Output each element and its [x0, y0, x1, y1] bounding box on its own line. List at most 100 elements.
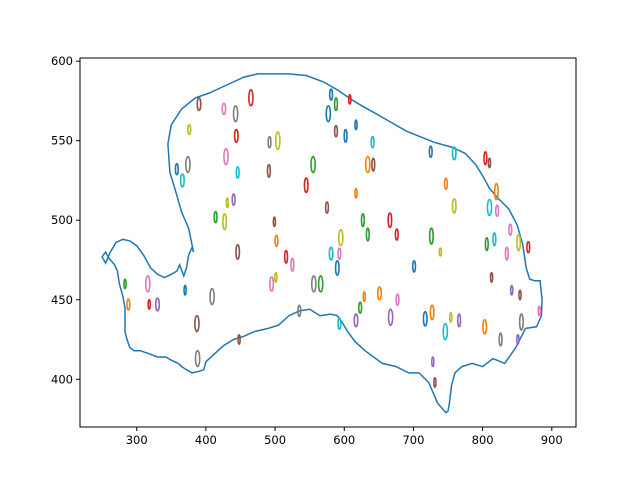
scatter-marker-61 [443, 177, 449, 191]
scatter-marker-49 [317, 275, 324, 293]
scatter-marker-52 [395, 293, 400, 307]
scatter-marker-74 [493, 182, 499, 201]
scatter-marker-41 [328, 246, 334, 261]
scatter-marker-32 [324, 201, 330, 214]
scatter-marker-68 [456, 313, 462, 328]
scatter-marker-88 [518, 313, 524, 331]
scatter-marker-10 [174, 162, 179, 176]
scatter-marker-24 [333, 124, 339, 138]
y-tick-label: 500 [51, 213, 73, 227]
scatter-marker-31 [354, 187, 358, 199]
scatter-marker-100 [194, 349, 201, 368]
scatter-marker-71 [433, 376, 437, 389]
scatter-marker-62 [451, 197, 457, 214]
scatter-marker-93 [183, 284, 187, 296]
scatter-marker-30 [303, 177, 309, 194]
scatter-marker-1 [248, 89, 254, 107]
scatter-marker-16 [274, 131, 281, 151]
scatter-marker-78 [492, 232, 497, 247]
scatter-marker-96 [154, 297, 161, 312]
scatter-marker-67 [448, 311, 453, 323]
scatter-marker-27 [310, 155, 316, 174]
scatter-marker-47 [269, 275, 275, 292]
scatter-marker-22 [325, 104, 332, 123]
scatter-marker-6 [233, 128, 239, 144]
scatter-marker-37 [394, 228, 399, 241]
scatter-marker-34 [360, 213, 366, 228]
x-tick-label: 400 [195, 433, 217, 447]
scatter-marker-80 [516, 233, 522, 252]
scatter-marker-44 [290, 257, 295, 272]
x-tick-label: 800 [472, 433, 494, 447]
scatter-marker-95 [147, 298, 152, 311]
scatter-marker-50 [362, 291, 367, 303]
x-tick-label: 300 [126, 433, 148, 447]
y-tick-label: 600 [51, 54, 73, 68]
scatter-marker-79 [484, 236, 489, 252]
scatter-marker-20 [333, 96, 339, 112]
scatter-marker-87 [482, 318, 488, 335]
scatter-marker-13 [225, 197, 230, 209]
scatter-marker-9 [185, 155, 191, 174]
scatter-marker-53 [358, 301, 363, 315]
scatter-marker-15 [222, 213, 228, 231]
scatter-marker-42 [337, 247, 342, 260]
scatter-marker-77 [508, 223, 513, 237]
scatter-marker-19 [328, 88, 334, 101]
marker-layer [123, 88, 542, 389]
scatter-marker-57 [387, 308, 394, 327]
scatter-marker-69 [442, 322, 449, 341]
scatter-marker-11 [179, 173, 185, 188]
scatter-marker-66 [429, 304, 435, 321]
scatter-marker-14 [213, 210, 218, 224]
scatter-marker-28 [364, 155, 371, 174]
scatter-marker-8 [235, 166, 240, 179]
x-tick-label: 500 [264, 433, 286, 447]
scatter-marker-3 [221, 102, 227, 116]
y-tick-label: 450 [51, 293, 73, 307]
plot-area [101, 73, 543, 414]
scatter-marker-82 [504, 246, 509, 261]
scatter-marker-21 [347, 93, 352, 105]
scatter-marker-5 [187, 124, 192, 136]
scatter-marker-35 [387, 212, 393, 229]
scatter-marker-84 [509, 284, 514, 296]
scatter-marker-92 [144, 275, 151, 293]
scatter-marker-97 [209, 287, 215, 306]
scatter-marker-12 [231, 193, 236, 206]
scatter-marker-86 [537, 305, 542, 317]
scatter-marker-76 [494, 204, 500, 218]
scatter-marker-4 [196, 96, 202, 112]
scatter-marker-36 [365, 227, 370, 242]
scatter-marker-18 [266, 163, 272, 179]
scatter-marker-33 [272, 216, 277, 228]
scatter-marker-38 [337, 228, 344, 247]
axes-frame [79, 57, 577, 428]
y-tick-label: 400 [51, 372, 73, 386]
scatter-marker-51 [376, 286, 383, 301]
scatter-marker-64 [438, 247, 443, 257]
scatter-marker-63 [428, 227, 434, 245]
scatter-marker-60 [451, 146, 457, 161]
scatter-marker-70 [430, 356, 435, 368]
scatter-marker-59 [428, 145, 433, 159]
scatter-marker-55 [353, 313, 359, 328]
scatter-marker-45 [334, 259, 340, 276]
y-axis: 400 450 500 550 600 [51, 54, 80, 386]
scatter-marker-17 [267, 135, 272, 149]
scatter-marker-43 [283, 249, 289, 264]
scatter-marker-54 [297, 304, 302, 318]
scatter-marker-98 [194, 314, 200, 333]
scatter-marker-89 [498, 332, 503, 347]
scatter-marker-75 [486, 198, 493, 217]
scatter-marker-23 [354, 119, 358, 131]
scatter-marker-2 [232, 104, 239, 123]
scatter-marker-83 [489, 271, 494, 284]
scatter-marker-56 [337, 317, 342, 330]
scatter-marker-25 [343, 128, 348, 144]
scatter-marker-46 [273, 271, 278, 284]
scatter-marker-99 [237, 333, 241, 346]
region-outline [101, 73, 543, 414]
scatter-marker-29 [371, 157, 376, 172]
scatter-marker-39 [274, 234, 279, 248]
